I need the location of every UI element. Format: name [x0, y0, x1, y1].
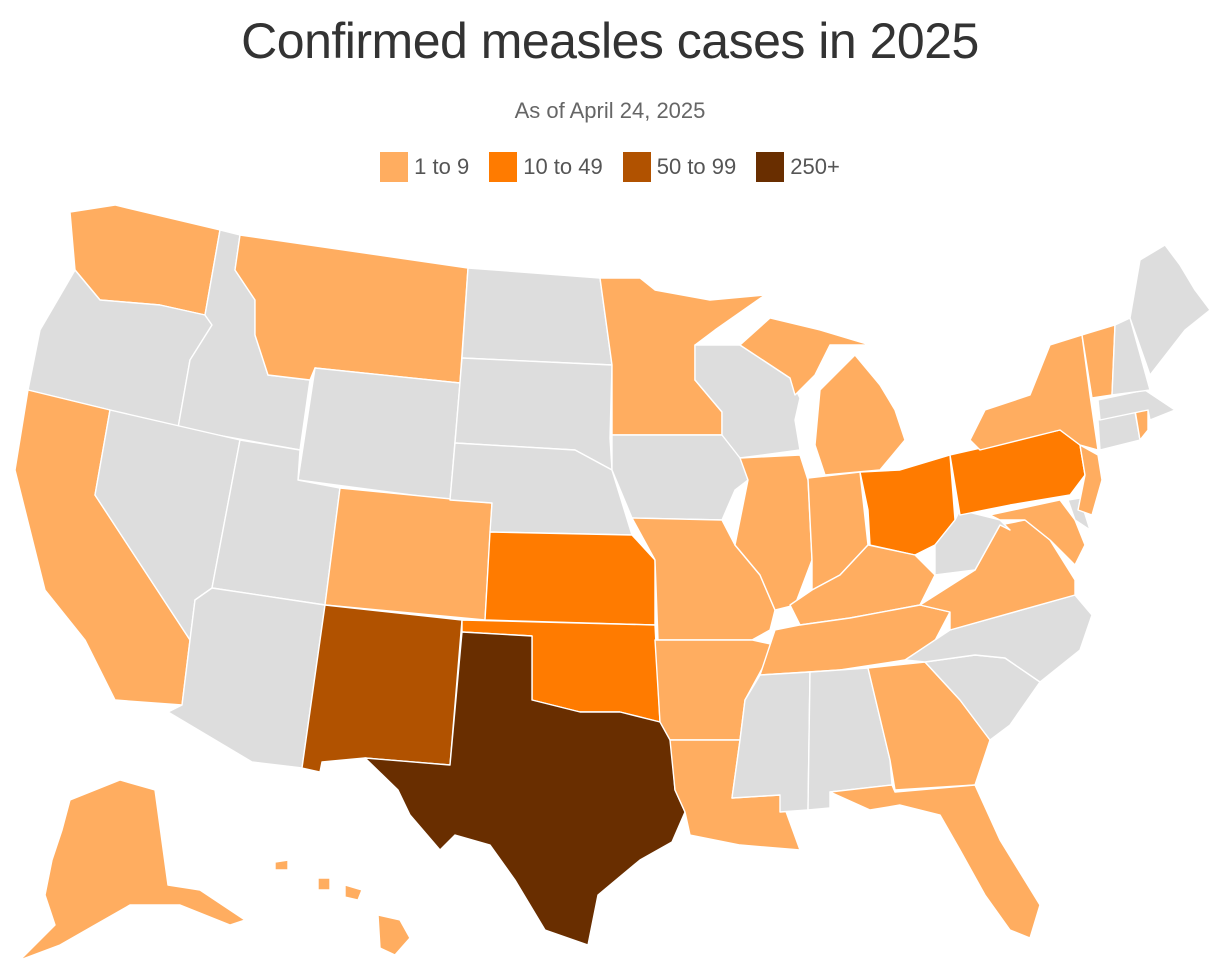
- state-me[interactable]: [1129, 244, 1211, 376]
- chart-subtitle: As of April 24, 2025: [514, 98, 706, 123]
- legend-swatch-50-99: [622, 152, 651, 182]
- state-tx[interactable]: [364, 631, 686, 946]
- legend: 1 to 9 10 to 49 50 to 99 250+: [0, 152, 1220, 182]
- legend-item-10-49: 10 to 49: [489, 152, 603, 182]
- state-md[interactable]: [989, 499, 1086, 566]
- legend-item-250-plus: 250+: [756, 152, 840, 182]
- legend-label-1-9: 1 to 9: [414, 154, 470, 179]
- legend-swatch-10-49: [489, 152, 518, 182]
- state-ia[interactable]: [611, 434, 749, 521]
- state-wv[interactable]: [934, 509, 1011, 576]
- legend-label-250-plus: 250+: [790, 154, 840, 179]
- state-mo[interactable]: [631, 517, 776, 641]
- state-il[interactable]: [734, 454, 813, 611]
- state-nh[interactable]: [1111, 317, 1151, 396]
- state-pa[interactable]: [949, 429, 1086, 516]
- state-mt[interactable]: [234, 234, 469, 384]
- legend-label-10-49: 10 to 49: [523, 154, 603, 179]
- state-ny[interactable]: [969, 334, 1099, 451]
- chart-title: Confirmed measles cases in 2025: [241, 13, 979, 69]
- legend-item-1-9: 1 to 9: [380, 152, 469, 182]
- state-fl[interactable]: [829, 784, 1041, 939]
- legend-swatch-250-plus: [756, 152, 785, 182]
- state-ks[interactable]: [484, 531, 656, 626]
- state-nm[interactable]: [301, 604, 463, 773]
- state-mi[interactable]: [739, 317, 906, 476]
- state-nj[interactable]: [1077, 444, 1103, 516]
- state-wy[interactable]: [297, 367, 461, 501]
- state-nd[interactable]: [461, 267, 613, 366]
- state-de[interactable]: [1067, 497, 1091, 531]
- state-hi[interactable]: [274, 859, 411, 956]
- legend-label-50-99: 50 to 99: [656, 154, 737, 179]
- state-ak[interactable]: [19, 779, 246, 961]
- legend-swatch-1-9: [380, 152, 409, 182]
- legend-item-50-99: 50 to 99: [622, 152, 737, 182]
- state-co[interactable]: [324, 487, 493, 621]
